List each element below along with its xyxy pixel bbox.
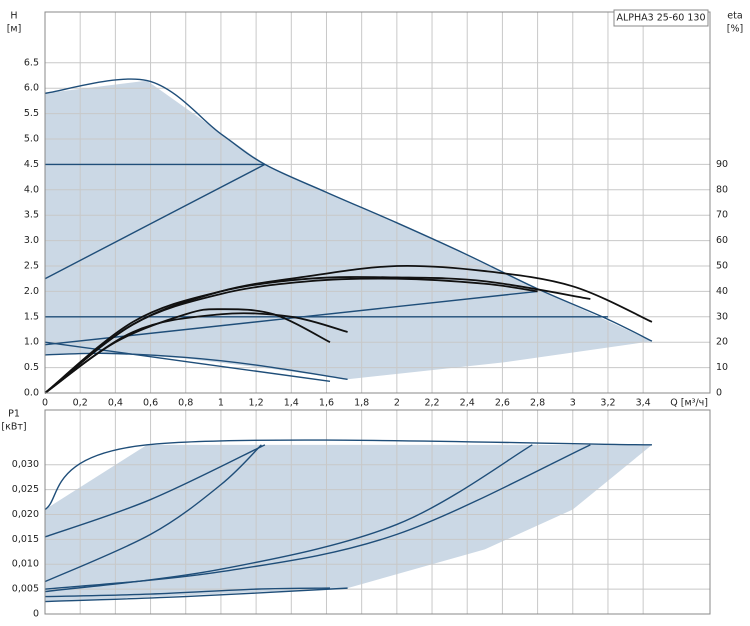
title-box (613, 9, 709, 27)
pump-curve (44, 444, 591, 590)
x-tick-label: 0,6 (143, 398, 158, 409)
y-tick-label: 0,020 (12, 509, 39, 520)
x-tick-label: 1,2 (249, 398, 264, 409)
y2-tick-label: 80 (716, 184, 728, 195)
pump-curve (44, 78, 653, 342)
y2-tick-label: 70 (716, 210, 728, 221)
x-tick-label: 3,2 (600, 398, 615, 409)
y-tick-label: 0,025 (12, 484, 39, 495)
y-axis-label: H (10, 11, 17, 22)
y-tick-label: 0,010 (12, 559, 39, 570)
pump-curve (44, 290, 538, 346)
y2-tick-label: 20 (716, 337, 728, 348)
y-tick-label: 0.5 (24, 362, 39, 373)
y-tick-label: 0,030 (12, 459, 39, 470)
y-tick-label: 6.0 (24, 83, 39, 94)
y-tick-label: 0.0 (24, 388, 39, 399)
efficiency-curve (44, 312, 348, 394)
pump-curve (44, 444, 262, 583)
y2-tick-label: 0 (716, 388, 722, 399)
pump-curve (44, 439, 652, 511)
y2-axis-label: eta (727, 11, 742, 22)
y-tick-label: 0,015 (12, 534, 39, 545)
y-tick-label: 0,005 (12, 584, 39, 595)
y-tick-label: 3.0 (24, 235, 39, 246)
x-tick-label: 1,6 (319, 398, 334, 409)
y2-tick-label: 60 (716, 235, 728, 246)
pump-curve (44, 587, 348, 603)
y2-tick-label: 30 (716, 311, 728, 322)
y-tick-label: 4.5 (24, 159, 39, 170)
x-tick-label: 0 (42, 398, 48, 409)
x-tick-label: 2,2 (424, 398, 439, 409)
x-tick-label: 2,4 (460, 398, 475, 409)
y2-tick-label: 40 (716, 286, 728, 297)
x-axis-label: Q [м³/ч] (670, 398, 708, 409)
efficiency-curve (44, 277, 538, 394)
y-tick-label: 5.5 (24, 108, 39, 119)
x-tick-label: 2,8 (530, 398, 545, 409)
x-tick-label: 0,8 (178, 398, 193, 409)
y-axis-unit: [кВт] (1, 422, 26, 433)
x-tick-label: 1,4 (284, 398, 299, 409)
pump-curve (44, 341, 331, 383)
y-axis-unit: [м] (7, 24, 22, 35)
efficiency-curve (44, 276, 591, 394)
x-tick-label: 1 (218, 398, 224, 409)
x-tick-label: 3,4 (636, 398, 651, 409)
y-tick-label: 4.0 (24, 184, 39, 195)
x-tick-label: 0,4 (108, 398, 123, 409)
y-tick-label: 5.0 (24, 134, 39, 145)
y2-tick-label: 90 (716, 159, 728, 170)
y-tick-label: 1.0 (24, 337, 39, 348)
y-tick-label: 2.5 (24, 261, 39, 272)
x-tick-label: 2 (394, 398, 400, 409)
y-tick-label: 1.5 (24, 311, 39, 322)
y2-axis-unit: [%] (727, 24, 743, 35)
y-tick-label: 6.5 (24, 57, 39, 68)
y-tick-label: 3.5 (24, 210, 39, 221)
operating-area (45, 444, 652, 602)
pump-curve (44, 444, 266, 538)
y-axis-label: P1 (8, 409, 20, 420)
plot-frame (44, 409, 711, 615)
y2-tick-label: 50 (716, 261, 728, 272)
pump-curve (44, 587, 331, 598)
plot-frame (44, 11, 711, 394)
x-tick-label: 0,2 (73, 398, 88, 409)
y-tick-label: 0 (33, 609, 39, 620)
pump-curve (44, 163, 266, 280)
x-tick-label: 1,8 (354, 398, 369, 409)
operating-area (45, 80, 652, 380)
x-tick-label: 3 (570, 398, 576, 409)
y-tick-label: 2.0 (24, 286, 39, 297)
chart-title: ALPHA3 25-60 130 (617, 13, 706, 24)
x-tick-label: 2,6 (495, 398, 510, 409)
y2-tick-label: 10 (716, 362, 728, 373)
